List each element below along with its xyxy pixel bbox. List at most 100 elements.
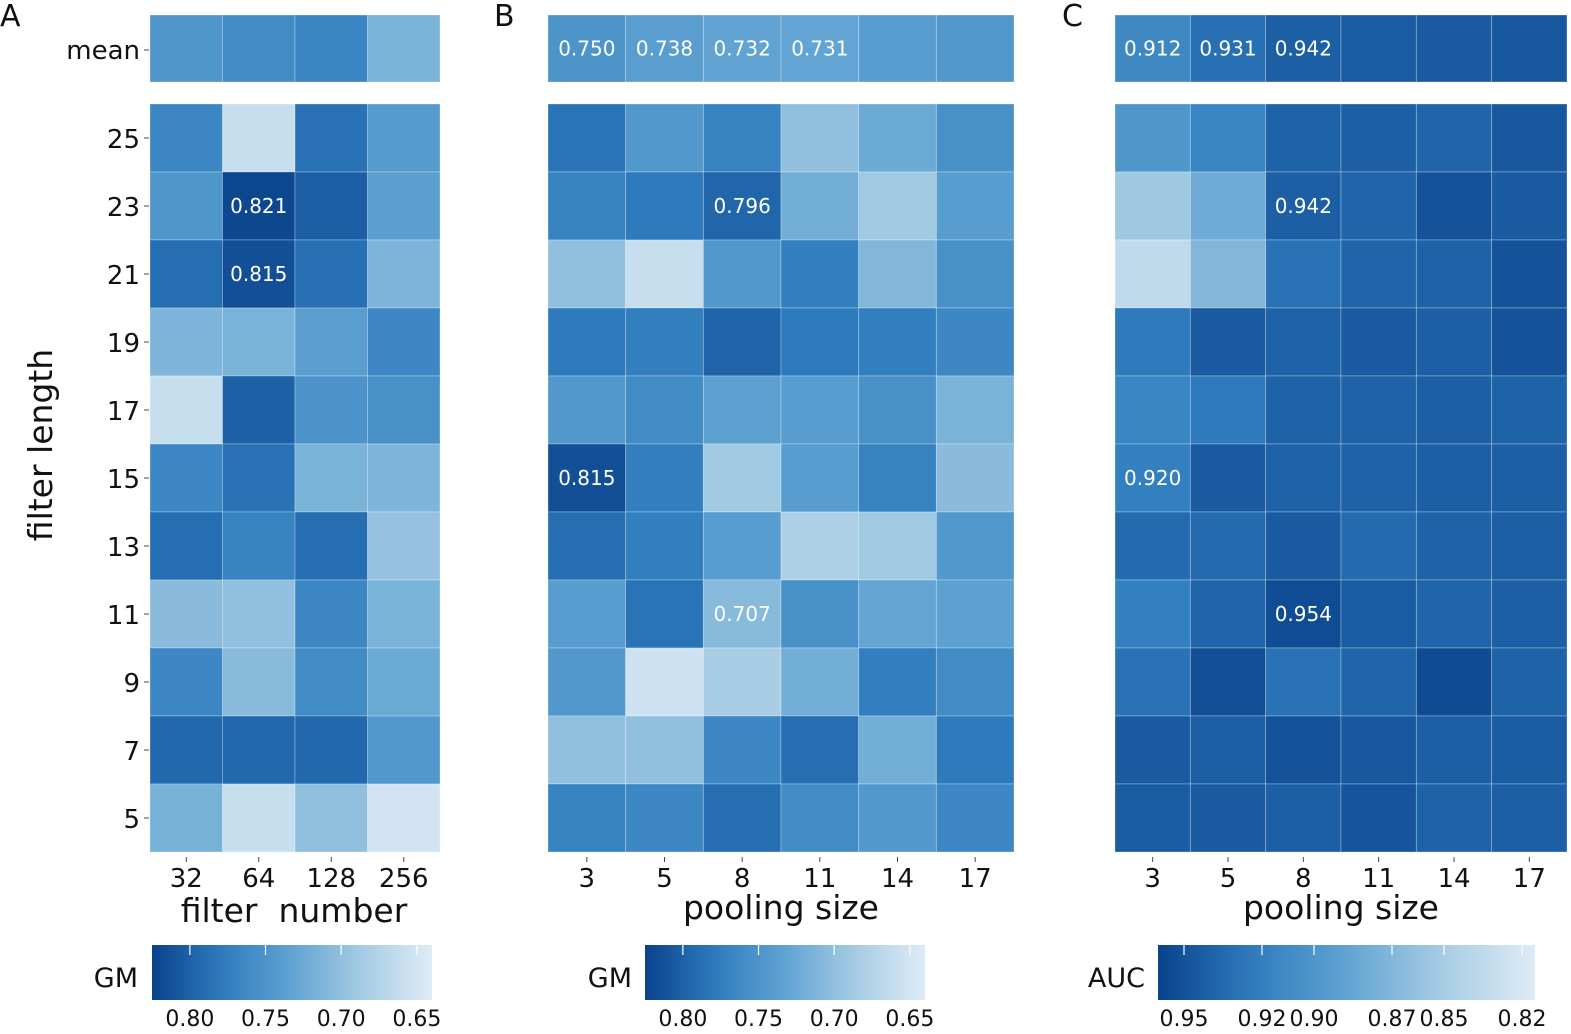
x-tick-label: 5 [1220, 864, 1237, 894]
heatmap-cell [1340, 307, 1417, 377]
heatmap-cell [780, 511, 860, 581]
panel-letter-c: C [1062, 0, 1083, 34]
x-tick-label: 17 [959, 864, 992, 894]
mean-cell-label: 0.912 [1124, 37, 1181, 61]
heatmap-cell [1340, 239, 1417, 309]
heatmap-cell [780, 647, 860, 717]
heatmap-cell [1491, 511, 1568, 581]
row-tick-label: 19 [107, 329, 140, 359]
panel-a-colorbar: 0.80 0.75 0.70 0.65 [152, 945, 441, 1032]
mean-cell [780, 14, 860, 83]
heatmap-cell [1114, 783, 1191, 853]
cell-value-label: 0.942 [1275, 194, 1332, 218]
panel-c-heatmap: 0.912 0.931 0.942 0.942 0.920 0.954 3 5 8 11 14 17 [1114, 14, 1568, 894]
colorbar-gradient [1158, 945, 1535, 1000]
x-tick-label: 64 [242, 864, 275, 894]
heatmap-cell [1491, 647, 1568, 717]
heatmap-cell [222, 783, 296, 853]
heatmap-cell [367, 307, 441, 377]
row-tick-label: 21 [107, 261, 140, 291]
panel-c-colorbar-label: AUC [1088, 963, 1145, 994]
colorbar-gradient [645, 945, 925, 1000]
heatmap-cell [780, 375, 860, 445]
heatmap-cell [1415, 783, 1493, 853]
heatmap-cell [1340, 511, 1417, 581]
x-tick-label: 5 [656, 864, 673, 894]
colorbar-tick-label: 0.65 [885, 1007, 934, 1030]
heatmap-cell [625, 715, 704, 785]
heatmap-cell [547, 579, 627, 649]
heatmap-cell [702, 307, 782, 377]
heatmap-cell [547, 715, 627, 785]
heatmap-cell [367, 375, 441, 445]
mean-cell [294, 14, 368, 83]
cell-value-label: 0.954 [1275, 602, 1332, 626]
panel-a-colorbar-label: GM [94, 963, 138, 994]
mean-cell [1340, 14, 1417, 83]
row-tick-label: 7 [123, 737, 140, 767]
heatmap-cell [858, 647, 937, 717]
heatmap-cell [294, 511, 368, 581]
heatmap-cell [1415, 171, 1493, 241]
heatmap-cell [935, 171, 1015, 241]
mean-cell-label: 0.738 [636, 37, 693, 61]
heatmap-cell [1114, 375, 1191, 445]
heatmap-cell [149, 239, 223, 309]
heatmap-cell [222, 171, 296, 241]
heatmap-cell [1340, 715, 1417, 785]
heatmap-cell [702, 715, 782, 785]
heatmap-cell [1415, 307, 1493, 377]
heatmap-cell [1340, 375, 1417, 445]
heatmap-cell [294, 443, 368, 513]
heatmap-cell [222, 511, 296, 581]
heatmap-cell [935, 715, 1015, 785]
heatmap-cell [547, 239, 627, 309]
heatmap-cell [935, 511, 1015, 581]
cell-value-label: 0.707 [714, 602, 771, 626]
heatmap-cell [858, 783, 937, 853]
heatmap-cell [1265, 171, 1342, 241]
colorbar-tick-label: 0.80 [165, 1007, 214, 1030]
row-tick-label: 15 [107, 465, 140, 495]
x-tick-label: 8 [1295, 864, 1312, 894]
x-tick-label: 128 [306, 864, 356, 894]
mean-cell [1114, 14, 1191, 83]
heatmap-cell [367, 239, 441, 309]
mean-row-label: mean [66, 36, 140, 66]
cell-value-label: 0.796 [714, 194, 771, 218]
heatmap-cell [702, 511, 782, 581]
heatmap-cell [1491, 783, 1568, 853]
heatmap-cell [1114, 443, 1191, 513]
heatmap-cell [1265, 783, 1342, 853]
mean-cell-label: 0.931 [1199, 37, 1256, 61]
heatmap-cell [1265, 647, 1342, 717]
heatmap-cell [367, 783, 441, 853]
heatmap-cell [625, 579, 704, 649]
heatmap-cell [547, 647, 627, 717]
x-tick-label: 3 [579, 864, 596, 894]
mean-cell [858, 14, 937, 83]
heatmap-cell [294, 239, 368, 309]
x-tick-label: 32 [170, 864, 203, 894]
heatmap-cell [222, 647, 296, 717]
panel-b-x-axis-title: pooling size [683, 888, 879, 927]
mean-cell-label: 0.732 [714, 37, 771, 61]
heatmap-cell [858, 171, 937, 241]
x-tick-label: 11 [803, 864, 836, 894]
panel-letter-a: A [0, 0, 21, 34]
heatmap-cell [1189, 375, 1267, 445]
heatmap-cell [1189, 647, 1267, 717]
panel-c-colorbar: 0.95 0.92 0.90 0.87 0.85 0.82 [1158, 945, 1546, 1032]
heatmap-cell [222, 443, 296, 513]
heatmap-cell [1265, 579, 1342, 649]
heatmap-cell [1114, 715, 1191, 785]
heatmap-cell [858, 511, 937, 581]
heatmap-cell [702, 239, 782, 309]
heatmap-cell [625, 511, 704, 581]
mean-cell [702, 14, 782, 83]
heatmap-cell [1491, 443, 1568, 513]
heatmap-cell [149, 443, 223, 513]
heatmap-cell [1114, 647, 1191, 717]
mean-cell [935, 14, 1015, 83]
heatmap-cell [858, 307, 937, 377]
